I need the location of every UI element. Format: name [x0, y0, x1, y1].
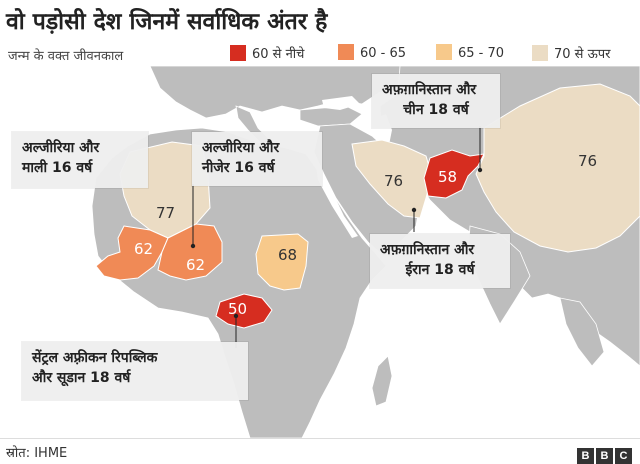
legend: जन्म के वक्त जीवनकाल 60 से नीचे 60 - 65 … [0, 40, 640, 66]
country-afghanistan [423, 149, 485, 199]
annotation-car-sudan: सेंट्रल अफ़्रीकन रिपब्लिक और सूडान 18 वर… [22, 342, 248, 400]
country-car [215, 293, 273, 329]
annotation-algeria-niger: अल्जीरिया और नीजेर 16 वर्ष [192, 132, 322, 186]
source-credit: स्रोत: IHME [6, 446, 68, 461]
legend-item-60-65: 60 - 65 [338, 44, 406, 62]
annotation-afghanistan-iran: अफ़ग़ानिस्तान और ईरान 18 वर्ष [370, 234, 510, 288]
black-sea [322, 96, 360, 110]
country-value-china: 76 [578, 152, 598, 170]
legend-swatch [436, 44, 452, 60]
country-value-mali: 62 [134, 240, 154, 258]
legend-item-below-60: 60 से नीचे [230, 44, 304, 62]
leader-dot [190, 243, 196, 249]
leader-dot [233, 313, 239, 319]
bbc-logo-letter: B [596, 448, 613, 464]
annotation-algeria-mali: अल्जीरिया और माली 16 वर्ष [12, 132, 148, 188]
country-sudan [255, 233, 309, 291]
country-value-sudan: 68 [278, 246, 298, 264]
annotation-afghanistan-china: अफ़ग़ानिस्तान और चीन 18 वर्ष [372, 74, 500, 128]
anatolia-landmass [299, 105, 363, 127]
legend-title: जन्म के वक्त जीवनकाल [8, 49, 124, 64]
country-value-algeria: 77 [156, 204, 176, 222]
se-asia-landmass [559, 297, 605, 367]
country-value-iran: 76 [384, 172, 404, 190]
page-title: वो पड़ोसी देश जिनमें सर्वाधिक अंतर है [6, 9, 328, 35]
legend-swatch [230, 45, 246, 61]
legend-swatch [338, 44, 354, 60]
leader-dot [411, 207, 417, 213]
country-china [475, 83, 640, 253]
legend-item-above-70: 70 से ऊपर [532, 44, 611, 62]
leader-dot [477, 167, 483, 173]
country-niger [157, 223, 223, 281]
country-value-car: 50 [228, 300, 248, 318]
legend-swatch [532, 45, 548, 61]
bbc-logo-letter: B [577, 448, 594, 464]
madagascar-landmass [371, 355, 393, 407]
map: 77 62 62 68 50 76 58 76 अल्जीरिया और माल… [0, 66, 640, 438]
red-sea [316, 166, 358, 238]
footer-divider [0, 438, 640, 439]
legend-item-65-70: 65 - 70 [436, 44, 504, 62]
country-value-afghanistan: 58 [438, 168, 458, 186]
bbc-logo-letter: C [615, 448, 632, 464]
country-iran [351, 139, 433, 219]
country-value-niger: 62 [186, 256, 206, 274]
